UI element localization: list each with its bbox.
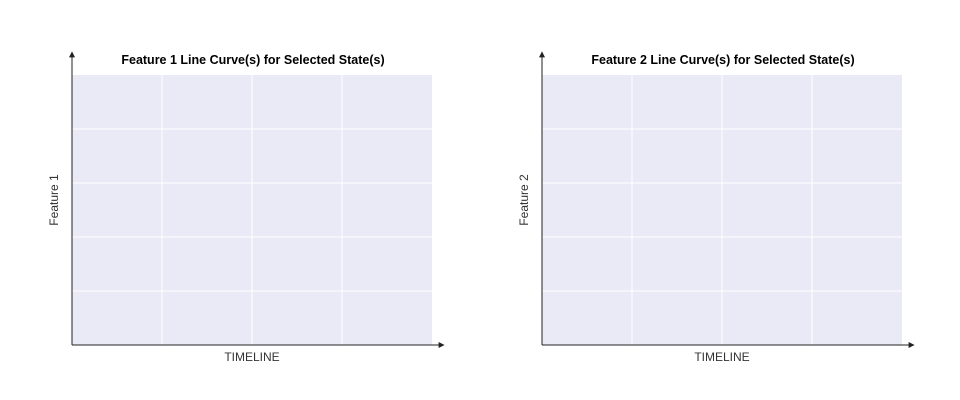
x-axis-label-feature-1: TIMELINE <box>224 350 279 364</box>
chart-feature-2: Feature 2 Line Curve(s) for Selected Sta… <box>517 51 915 364</box>
chart-title-feature-2: Feature 2 Line Curve(s) for Selected Sta… <box>591 53 854 67</box>
chart-title-feature-1: Feature 1 Line Curve(s) for Selected Sta… <box>121 53 384 67</box>
gridlines-feature-2 <box>542 75 902 345</box>
y-axis-label-feature-2: Feature 2 <box>517 174 531 226</box>
gridlines-feature-1 <box>72 75 432 345</box>
chart-feature-1: Feature 1 Line Curve(s) for Selected Sta… <box>47 51 445 364</box>
x-axis-label-feature-2: TIMELINE <box>694 350 749 364</box>
y-axis-label-feature-1: Feature 1 <box>47 174 61 226</box>
